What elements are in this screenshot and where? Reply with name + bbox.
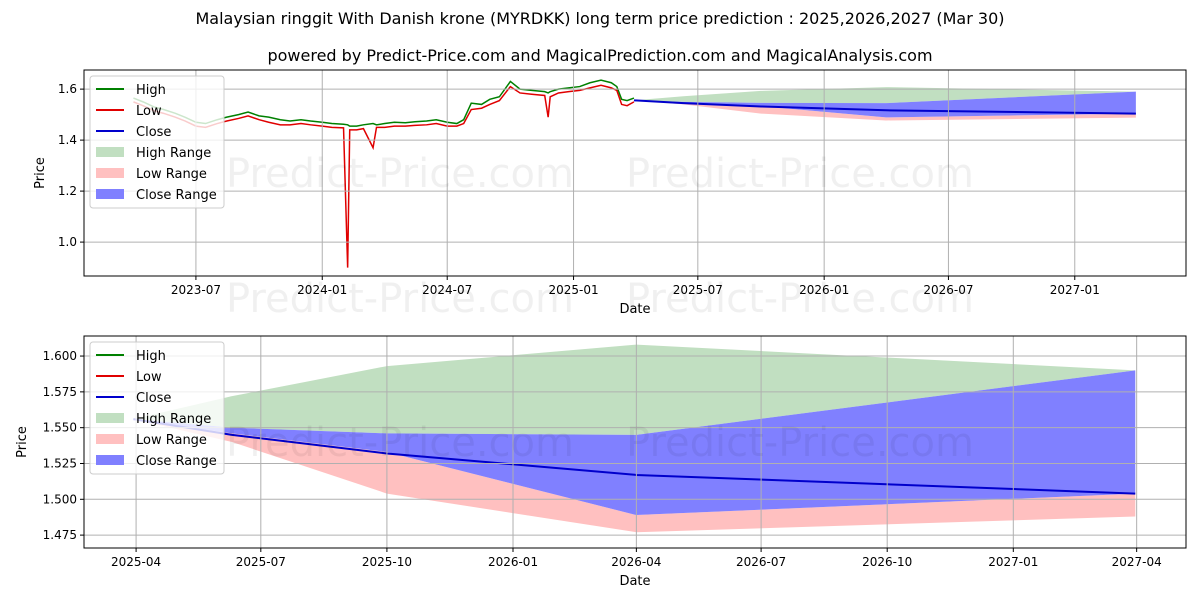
y-tick-label: 1.475 (43, 528, 77, 542)
legend-label: Close Range (136, 188, 217, 203)
y-tick-label: 1.4 (58, 133, 77, 147)
legend-label: Low (136, 104, 162, 119)
chart-overview: 2023-07 2024-01 2024-07 2025-01 2025-07 2026-… (33, 69, 1187, 317)
x-tick-label: 2026-01 (799, 283, 849, 297)
legend-label: Low (136, 370, 162, 385)
close-line (633, 99, 1136, 115)
legend-swatch-close-range (96, 455, 124, 465)
x-tick-label: 2024-07 (422, 283, 472, 297)
chart-forecast: 2025-04 2025-07 2025-10 2026-01 2026-04 2026-… (15, 335, 1187, 589)
x-tick-label: 2026-07 (923, 283, 973, 297)
chart-title: Malaysian ringgit With Danish krone (MYR… (195, 9, 1005, 28)
high-range-area (133, 344, 1136, 435)
x-axis-label: Date (619, 574, 650, 589)
y-tick-label: 1.550 (43, 421, 77, 435)
y-tick-label: 1.0 (58, 235, 77, 249)
watermark: Predict-Price.com (226, 151, 574, 197)
legend: High Low Close High Range Low Range Close Ran… (89, 341, 225, 475)
x-tick-label: 2027-01 (1050, 283, 1100, 297)
legend-label: Low Range (136, 433, 207, 448)
legend-swatch-high-range (96, 147, 124, 157)
plot-frame (83, 69, 1187, 277)
x-tick-label: 2025-07 (673, 283, 723, 297)
plot-frame (83, 335, 1187, 549)
x-tick-label: 2024-01 (297, 283, 347, 297)
x-tick-label: 2025-10 (362, 555, 412, 569)
y-tick-label: 1.2 (58, 184, 77, 198)
x-tick-label: 2025-04 (111, 555, 161, 569)
legend-swatch-low-range (96, 168, 124, 178)
watermark: Predict-Price.com (626, 151, 974, 197)
legend-swatch-high-range (96, 413, 124, 423)
y-tick-label: 1.600 (43, 349, 77, 363)
chart-subtitle: powered by Predict-Price.com and Magical… (267, 46, 933, 65)
legend-label: Close (136, 125, 171, 140)
legend-label: Low Range (136, 167, 207, 182)
legend-label: High Range (136, 146, 211, 161)
x-tick-label: 2023-07 (171, 283, 221, 297)
legend-label: High (136, 83, 166, 98)
y-tick-label: 1.6 (58, 82, 77, 96)
legend-label: Close Range (136, 454, 217, 469)
legend-swatch-close-range (96, 189, 124, 199)
low-range-area (633, 100, 1136, 121)
y-axis-label: Price (33, 157, 48, 189)
y-tick-label: 1.525 (43, 456, 77, 470)
watermark: Predict-Price.com (626, 276, 974, 322)
plot-area (133, 344, 1136, 533)
x-tick-label: 2025-01 (548, 283, 598, 297)
y-axis-label: Price (15, 426, 30, 458)
x-axis-label: Date (619, 302, 650, 317)
y-tick-label: 1.575 (43, 385, 77, 399)
x-tick-label: 2026-07 (736, 555, 786, 569)
x-tick-label: 2027-01 (988, 555, 1038, 569)
x-tick-label: 2026-10 (862, 555, 912, 569)
y-tick-label: 1.500 (43, 492, 77, 506)
x-tick-label: 2026-01 (488, 555, 538, 569)
close-range-area (133, 370, 1136, 516)
low-range-area (133, 419, 1136, 533)
plot-area (133, 79, 1136, 268)
watermark: Predict-Price.com (226, 420, 574, 466)
high-range-area (633, 87, 1136, 104)
low-line (133, 84, 635, 268)
legend-label: High (136, 349, 166, 364)
legend-label: High Range (136, 412, 211, 427)
watermark: Predict-Price.com (226, 276, 574, 322)
legend: High Low Close High Range Low Range Close Ran… (89, 75, 225, 209)
x-tick-label: 2025-07 (236, 555, 286, 569)
x-tick-label: 2027-04 (1112, 555, 1162, 569)
watermark: Predict-Price.com (626, 420, 974, 466)
legend-swatch-low-range (96, 434, 124, 444)
legend-label: Close (136, 391, 171, 406)
x-tick-label: 2026-04 (611, 555, 661, 569)
